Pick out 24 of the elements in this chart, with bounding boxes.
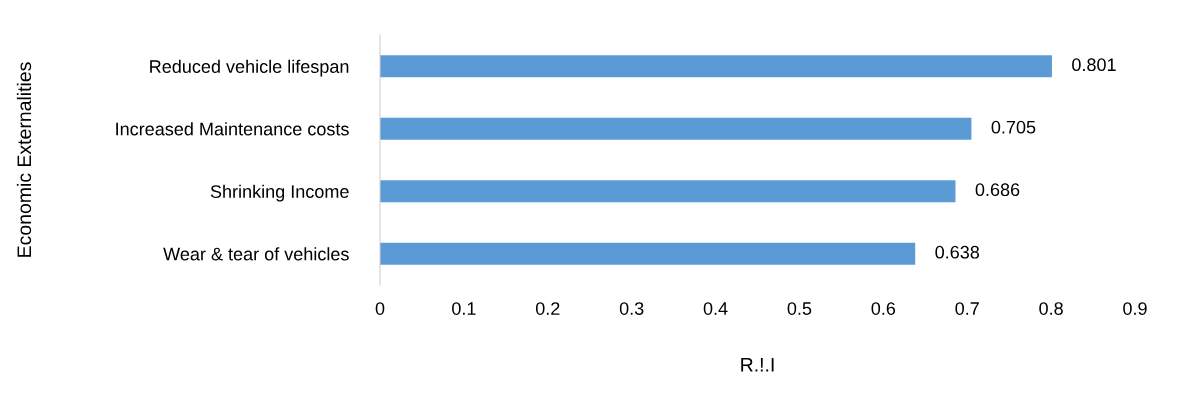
- x-tick-label: 0.5: [787, 302, 812, 315]
- x-tick-label: 0.4: [703, 302, 728, 315]
- y-tick-label: Increased Maintenance costs: [116, 122, 349, 136]
- data-label: 0.686: [975, 183, 1020, 197]
- y-axis-title: Economic Externalities: [16, 62, 32, 257]
- x-tick-label: 0: [375, 302, 385, 315]
- x-tick-label: 0.3: [619, 302, 644, 315]
- x-axis-title: R.!.I: [741, 358, 774, 372]
- y-tick-label: Shrinking Income: [210, 184, 349, 202]
- x-tick-label: 0.9: [1123, 302, 1147, 315]
- data-label: 0.638: [935, 245, 980, 259]
- x-tick-label: 0.2: [535, 302, 560, 315]
- data-label: 0.705: [991, 120, 1036, 134]
- data-label: 0.801: [1072, 58, 1116, 72]
- y-tick-label: Wear & tear of vehicles: [163, 247, 349, 261]
- x-tick-label: 0.8: [1039, 302, 1063, 315]
- x-tick-label: 0.1: [452, 302, 476, 315]
- y-tick-label: Reduced vehicle lifespan: [150, 59, 349, 77]
- x-tick-label: 0.7: [955, 302, 979, 315]
- bar: [380, 180, 956, 203]
- bar: [380, 242, 916, 265]
- x-tick-label: 0.6: [871, 302, 896, 315]
- bar: [380, 117, 972, 140]
- bar: [380, 55, 1052, 78]
